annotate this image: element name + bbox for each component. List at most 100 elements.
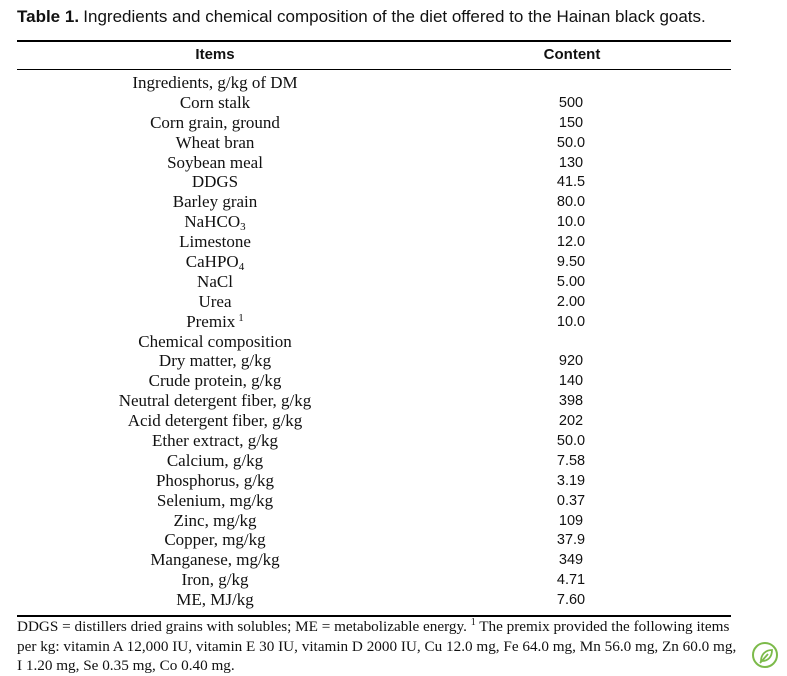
row-value: 202 — [558, 413, 584, 430]
leaf-icon-glyph — [759, 649, 773, 664]
table-row: Corn stalk 500 — [0, 92, 787, 112]
row-value: 10.0 — [556, 214, 586, 231]
table-row: CaHPO4 9.50 — [0, 251, 787, 273]
bottom-rule — [17, 615, 731, 617]
row-item-label: Barley grain — [173, 191, 258, 212]
row-item-label: Ether extract, g/kg — [152, 430, 278, 451]
row-item-text: NaHCO — [184, 212, 241, 232]
row-item-label: ME, MJ/kg — [176, 589, 253, 610]
table-row: Neutral detergent fiber, g/kg 398 — [0, 390, 787, 410]
row-value: 2.00 — [556, 293, 586, 310]
table-row: Manganese, mg/kg 349 — [0, 549, 787, 569]
row-item-label: Premix 1 — [186, 311, 244, 332]
row-item-label: Iron, g/kg — [181, 569, 248, 590]
row-value: 140 — [558, 373, 584, 390]
row-item-text: Calcium, g/kg — [166, 450, 264, 470]
row-item-label: Zinc, mg/kg — [173, 510, 256, 531]
row-item-text: Chemical composition — [138, 331, 292, 351]
row-item-text: Wheat bran — [175, 132, 255, 152]
row-value: 41.5 — [556, 174, 586, 191]
row-item-label: NaCl — [197, 271, 233, 292]
row-item-label: Corn grain, ground — [150, 112, 280, 133]
table-caption-label: Table 1. — [17, 7, 80, 26]
row-value: 12.0 — [556, 234, 586, 251]
row-value: 500 — [558, 94, 584, 111]
row-item-label: Chemical composition — [138, 331, 291, 352]
table-row: Dry matter, g/kg 920 — [0, 350, 787, 370]
table-row: Corn grain, ground 150 — [0, 112, 787, 132]
row-value: 37.9 — [556, 532, 586, 549]
row-item-text: Manganese, mg/kg — [150, 550, 280, 570]
table-row: Ether extract, g/kg 50.0 — [0, 430, 787, 450]
row-item-text: CaHPO — [185, 252, 239, 272]
top-rule — [17, 40, 731, 42]
table-row: Phosphorus, g/kg 3.19 — [0, 470, 787, 490]
row-item-label: Limestone — [179, 231, 251, 252]
row-item-text: Premix — [186, 311, 236, 331]
row-value: 7.58 — [556, 452, 586, 469]
row-value: 0.37 — [556, 492, 586, 509]
row-item-text: NaCl — [197, 271, 233, 291]
row-item-label: Copper, mg/kg — [164, 529, 265, 550]
row-item-label: Soybean meal — [167, 152, 263, 173]
row-item-text: Corn grain, ground — [150, 112, 280, 132]
row-value: 150 — [558, 114, 584, 131]
row-item-text: Selenium, mg/kg — [156, 490, 274, 510]
row-item-label: Crude protein, g/kg — [149, 370, 282, 391]
row-value: 4.71 — [556, 572, 586, 589]
footnote-marker: 1 — [470, 617, 476, 628]
row-value: 7.60 — [556, 592, 586, 609]
table-row: Chemical composition — [0, 331, 787, 351]
row-item-text: Soybean meal — [167, 152, 263, 172]
footnote-abbreviations: DDGS = distillers dried grains with solu… — [17, 618, 467, 635]
table-row: Barley grain 80.0 — [0, 191, 787, 211]
row-value: 349 — [558, 552, 584, 569]
table-caption-text: Ingredients and chemical composition of … — [83, 7, 706, 26]
row-value: 3.19 — [556, 472, 586, 489]
table-caption: Table 1. Ingredients and chemical compos… — [17, 6, 706, 28]
table-row: NaCl 5.00 — [0, 271, 787, 291]
table-row: Ingredients, g/kg of DM — [0, 72, 787, 92]
row-item-text: Ingredients, g/kg of DM — [132, 73, 298, 92]
row-item-label: Wheat bran — [176, 132, 255, 153]
row-item-text: DDGS — [191, 172, 239, 192]
table-footnote: DDGS = distillers dried grains with solu… — [17, 617, 737, 676]
row-item-text: Urea — [198, 291, 232, 311]
row-value: 10.0 — [556, 313, 586, 330]
row-item-label: Urea — [198, 291, 231, 312]
row-value: 398 — [558, 393, 584, 410]
table-row: Zinc, mg/kg 109 — [0, 510, 787, 530]
row-value: 50.0 — [556, 134, 586, 151]
row-item-label: Neutral detergent fiber, g/kg — [119, 390, 312, 411]
row-item-subscript: 3 — [240, 221, 246, 234]
row-value: 920 — [558, 353, 584, 370]
row-item-text: Iron, g/kg — [181, 570, 249, 590]
row-item-text: Crude protein, g/kg — [148, 371, 282, 391]
table-row: Selenium, mg/kg 0.37 — [0, 490, 787, 510]
header-items-label: Items — [195, 46, 235, 63]
row-item-text: Barley grain — [172, 192, 258, 212]
row-item-label: NaHCO3 — [184, 211, 246, 234]
row-item-text: Zinc, mg/kg — [173, 510, 257, 530]
row-item-label: Ingredients, g/kg of DM — [132, 72, 297, 93]
row-item-text: Corn stalk — [179, 92, 251, 112]
row-item-text: Neutral detergent fiber, g/kg — [118, 391, 312, 411]
table-row: ME, MJ/kg 7.60 — [0, 589, 787, 609]
table-row: Iron, g/kg 4.71 — [0, 569, 787, 589]
row-value: 80.0 — [556, 194, 586, 211]
table-row: Acid detergent fiber, g/kg 202 — [0, 410, 787, 430]
row-item-label: Corn stalk — [180, 92, 250, 113]
row-item-text: Acid detergent fiber, g/kg — [127, 411, 303, 431]
table-row: Crude protein, g/kg 140 — [0, 370, 787, 390]
leaf-icon[interactable] — [752, 642, 778, 668]
row-item-text: Ether extract, g/kg — [151, 431, 279, 451]
row-value: 109 — [558, 512, 584, 529]
row-item-text: Copper, mg/kg — [164, 530, 266, 550]
table-row: Copper, mg/kg 37.9 — [0, 529, 787, 549]
row-value: 5.00 — [556, 273, 586, 290]
row-item-label: Dry matter, g/kg — [159, 350, 271, 371]
footnote-premix: The premix provided the following items … — [17, 618, 737, 674]
row-item-text: ME, MJ/kg — [176, 590, 254, 610]
row-item-label: Manganese, mg/kg — [150, 549, 279, 570]
row-value: 50.0 — [556, 433, 586, 450]
